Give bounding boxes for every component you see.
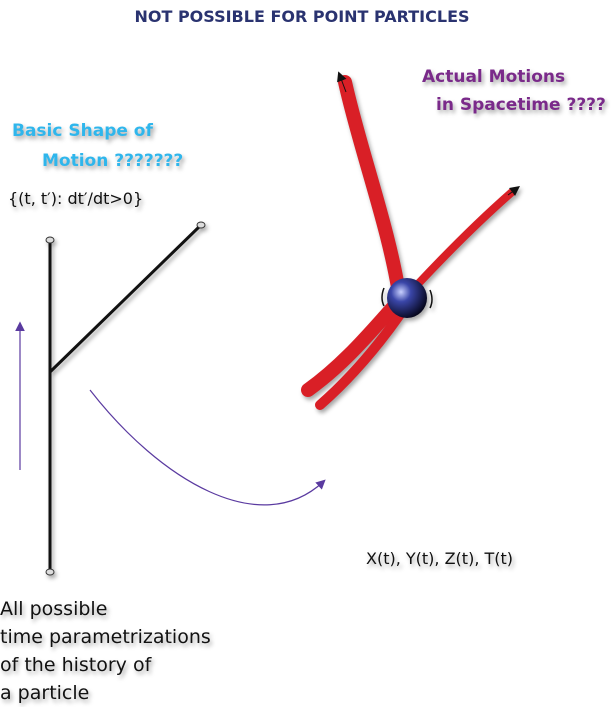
left-label: Motion ???????	[42, 151, 183, 171]
right-label: Actual Motions	[422, 67, 565, 87]
title: NOT POSSIBLE FOR POINT PARTICLES	[134, 7, 469, 26]
right-label: in Spacetime ????	[436, 95, 606, 115]
caption: a particle	[0, 682, 89, 704]
caption: All possible	[0, 598, 107, 620]
caption: time parametrizations	[0, 626, 211, 648]
spacetime-paths	[308, 76, 516, 405]
map-arrow	[90, 390, 323, 505]
caption: of the history of	[0, 654, 153, 676]
condition: {(t, t′): dt′/dt>0}	[8, 189, 143, 208]
left-label: Basic Shape of	[12, 121, 153, 141]
coordinates: X(t), Y(t), Z(t), T(t)	[366, 549, 513, 568]
diagram: NOT POSSIBLE FOR POINT PARTICLES Basic S…	[0, 0, 614, 707]
k-shape	[46, 222, 205, 575]
